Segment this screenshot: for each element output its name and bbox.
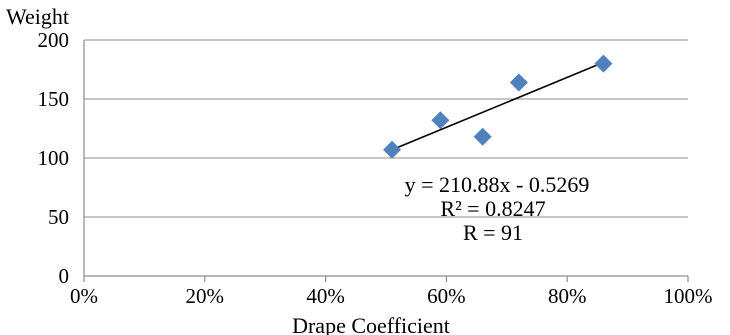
trendline <box>391 61 604 151</box>
y-axis-label: Weight <box>6 4 69 29</box>
data-point <box>431 111 450 130</box>
data-points <box>383 54 613 159</box>
x-axis-label: Drape Coefficient <box>292 313 450 335</box>
x-tick-label: 40% <box>306 284 345 308</box>
y-tick-label: 100 <box>38 146 70 170</box>
r-annotation: R = 91 <box>463 220 523 245</box>
x-tick-label: 0% <box>70 284 98 308</box>
x-tick-label: 60% <box>427 284 466 308</box>
gridlines <box>84 39 688 218</box>
y-tick-label: 200 <box>38 28 70 52</box>
y-tick-label: 50 <box>48 205 69 229</box>
equation-annotation: y = 210.88x - 0.5269 <box>405 172 590 197</box>
x-tick-label: 20% <box>186 284 225 308</box>
y-tick-labels: 0 50 100 150 200 <box>38 28 70 288</box>
data-point <box>383 140 402 159</box>
y-tick-label: 150 <box>38 87 70 111</box>
x-tick-marks <box>83 276 689 282</box>
data-point <box>473 127 492 146</box>
data-point <box>594 54 613 73</box>
x-tick-labels: 0% 20% 40% 60% 80% 100% <box>70 284 713 308</box>
x-tick-label: 80% <box>548 284 587 308</box>
y-tick-label: 0 <box>59 264 70 288</box>
r-squared-annotation: R² = 0.8247 <box>440 196 545 221</box>
x-tick-label: 100% <box>664 284 713 308</box>
data-point <box>509 73 528 92</box>
